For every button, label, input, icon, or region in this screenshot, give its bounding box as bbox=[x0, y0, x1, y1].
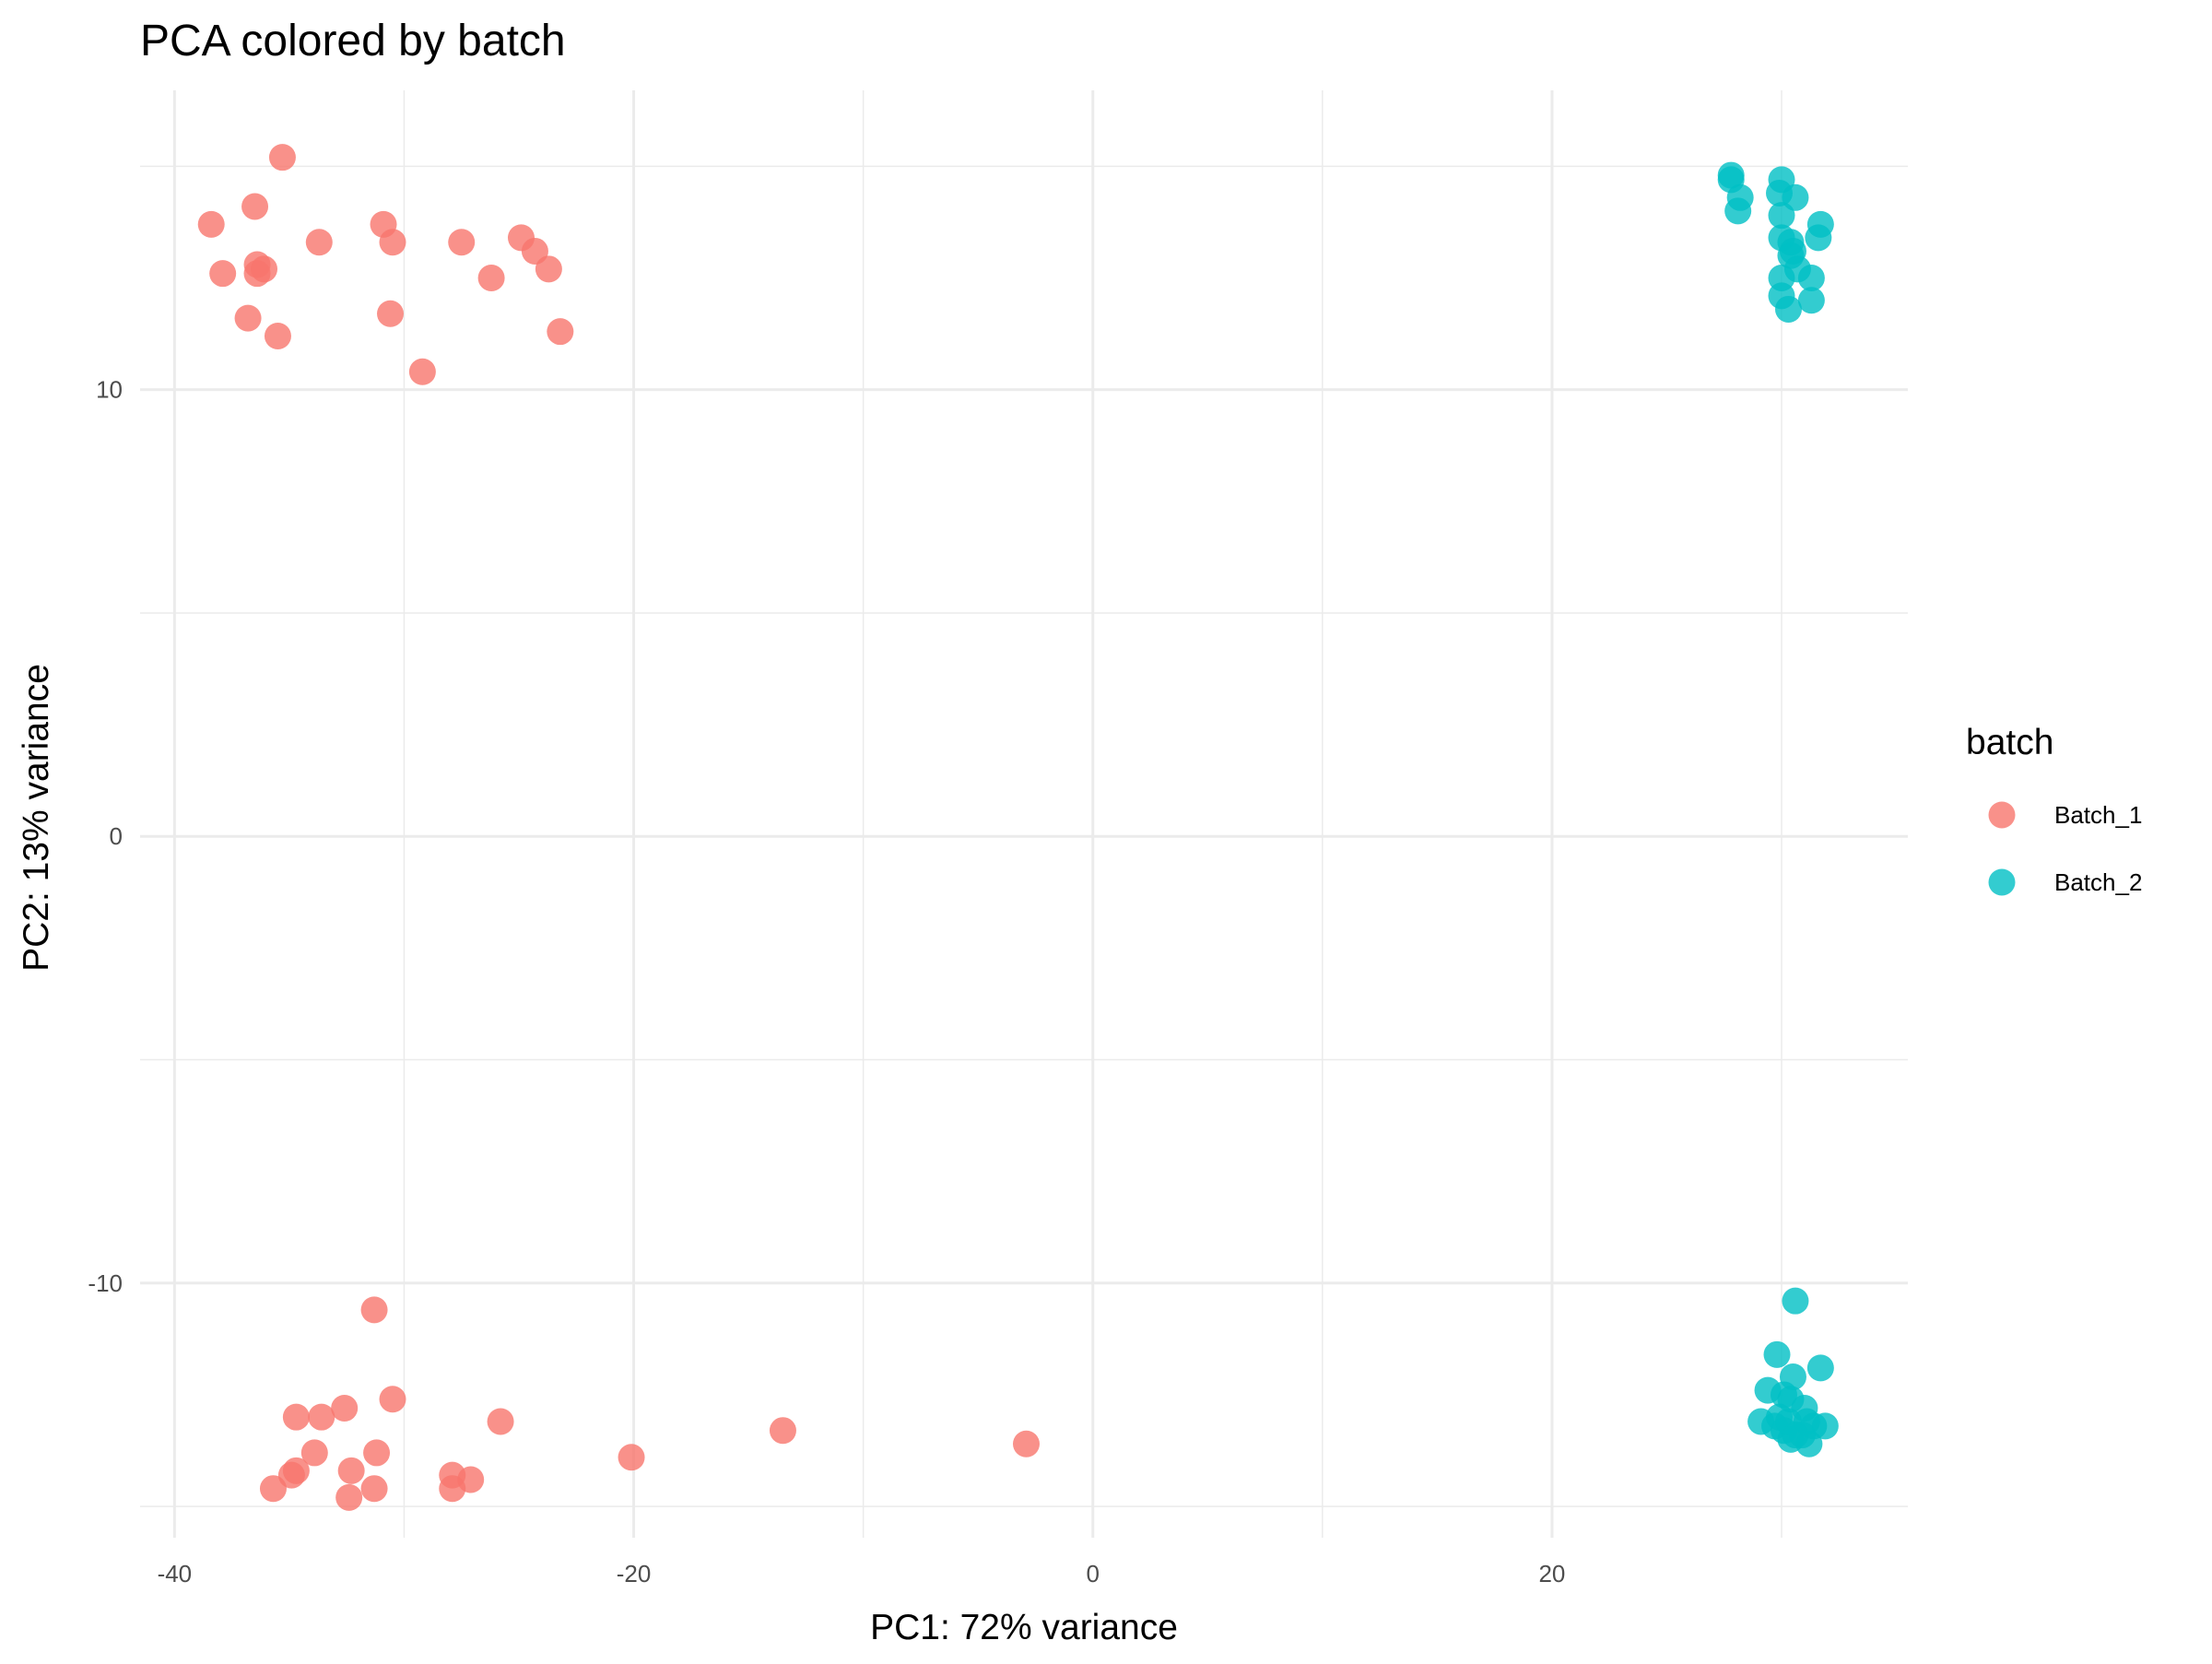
data-point bbox=[209, 260, 237, 288]
data-point bbox=[197, 210, 225, 238]
data-point bbox=[234, 304, 262, 332]
y-tick-label: 0 bbox=[110, 822, 123, 850]
data-point bbox=[439, 1475, 466, 1503]
points-layer bbox=[197, 144, 1839, 1511]
data-point bbox=[282, 1403, 310, 1431]
legend-key-marker bbox=[1988, 868, 2016, 896]
y-tick-label: -10 bbox=[88, 1269, 123, 1297]
data-point bbox=[1782, 1287, 1809, 1315]
data-point bbox=[360, 1296, 388, 1324]
data-point bbox=[1774, 1408, 1802, 1435]
data-point bbox=[379, 229, 406, 256]
legend-item: Batch_2 bbox=[1988, 868, 2142, 896]
data-point bbox=[243, 260, 271, 288]
x-tick-label: 20 bbox=[1538, 1560, 1565, 1587]
data-point bbox=[308, 1403, 335, 1431]
legend-label: Batch_2 bbox=[2054, 868, 2142, 896]
data-point bbox=[448, 229, 476, 256]
data-point bbox=[363, 1439, 391, 1467]
legend-items: Batch_1 Batch_2 bbox=[1988, 801, 2142, 896]
data-point bbox=[1774, 295, 1802, 323]
data-point bbox=[1763, 1340, 1791, 1368]
data-point bbox=[259, 1475, 287, 1503]
data-point bbox=[1805, 224, 1832, 252]
data-point bbox=[331, 1394, 359, 1422]
y-axis-title: PC2: 13% variance bbox=[17, 664, 56, 972]
data-point bbox=[268, 144, 296, 171]
series-batch-2 bbox=[1717, 161, 1839, 1457]
data-point bbox=[1806, 1354, 1834, 1382]
series-batch-1 bbox=[197, 144, 1040, 1511]
chart-title: PCA colored by batch bbox=[140, 17, 566, 65]
x-axis-title: PC1: 72% variance bbox=[870, 1608, 1178, 1647]
data-point bbox=[300, 1439, 328, 1467]
data-point bbox=[305, 229, 333, 256]
data-point bbox=[1012, 1430, 1040, 1457]
data-point bbox=[360, 1475, 388, 1503]
y-tick-label: 10 bbox=[96, 376, 123, 404]
legend-key-marker bbox=[1988, 801, 2016, 829]
data-point bbox=[335, 1483, 363, 1511]
data-point bbox=[1797, 287, 1825, 314]
data-point bbox=[1795, 1430, 1823, 1457]
data-point bbox=[1724, 197, 1752, 225]
x-tick-label: 0 bbox=[1086, 1560, 1099, 1587]
data-point bbox=[337, 1457, 365, 1484]
x-tick-label: -40 bbox=[158, 1560, 193, 1587]
data-point bbox=[1768, 202, 1795, 230]
data-point bbox=[377, 300, 405, 327]
tick-labels-layer: -40 -20 0 20 -10 0 10 bbox=[88, 376, 1565, 1587]
data-point bbox=[277, 1461, 305, 1489]
data-point bbox=[379, 1386, 406, 1413]
data-point bbox=[547, 318, 574, 346]
legend: batch Batch_1 Batch_2 bbox=[1966, 723, 2142, 896]
data-point bbox=[487, 1408, 514, 1435]
legend-title: batch bbox=[1966, 723, 2053, 762]
data-point bbox=[477, 265, 505, 292]
x-tick-label: -20 bbox=[617, 1560, 652, 1587]
data-point bbox=[1797, 265, 1825, 292]
data-point bbox=[408, 358, 436, 385]
data-point bbox=[618, 1444, 645, 1471]
data-point bbox=[535, 255, 562, 283]
legend-label: Batch_1 bbox=[2054, 801, 2142, 829]
grid-layer bbox=[140, 90, 1908, 1538]
data-point bbox=[264, 323, 291, 350]
data-point bbox=[769, 1417, 796, 1445]
data-point bbox=[241, 193, 269, 220]
legend-item: Batch_1 bbox=[1988, 801, 2142, 829]
data-point bbox=[1793, 1408, 1820, 1435]
